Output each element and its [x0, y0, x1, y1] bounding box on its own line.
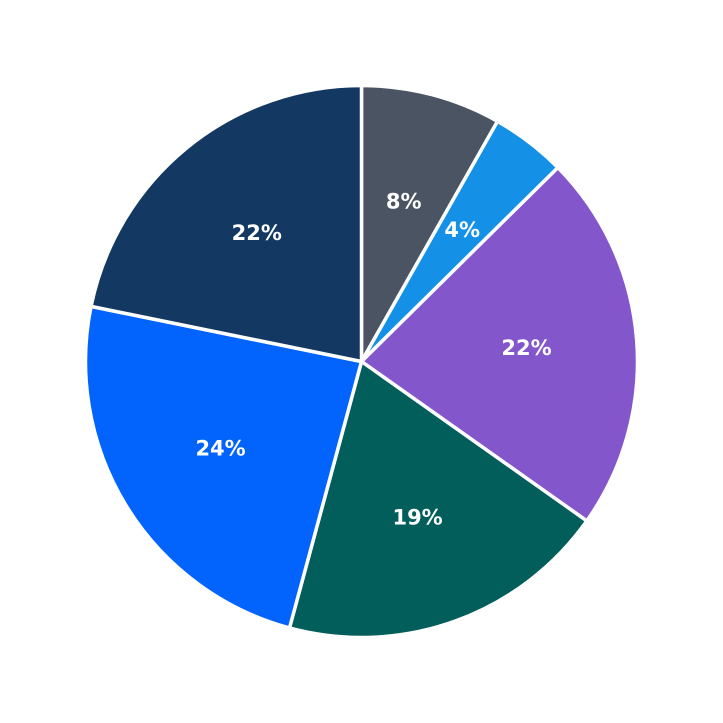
- pie-slice-label-4: 19%: [392, 505, 442, 529]
- pie-slice-1: [359, 83, 500, 364]
- pie-slice-4: [287, 359, 589, 640]
- pie-slice-label-6: 22%: [232, 221, 282, 245]
- pie-slice-label-1: 8%: [386, 189, 422, 213]
- pie-slice-label-3: 22%: [501, 336, 551, 360]
- pie-slices: [83, 83, 640, 640]
- pie-slice-3: [359, 165, 640, 523]
- pie-slice-label-5: 24%: [195, 436, 245, 460]
- pie-labels: 8% 4% 22% 19% 24% 22%: [195, 189, 551, 529]
- pie-slice-label-2: 4%: [444, 218, 480, 242]
- pie-slice-5: [83, 304, 364, 630]
- pie-slice-6: [89, 83, 364, 364]
